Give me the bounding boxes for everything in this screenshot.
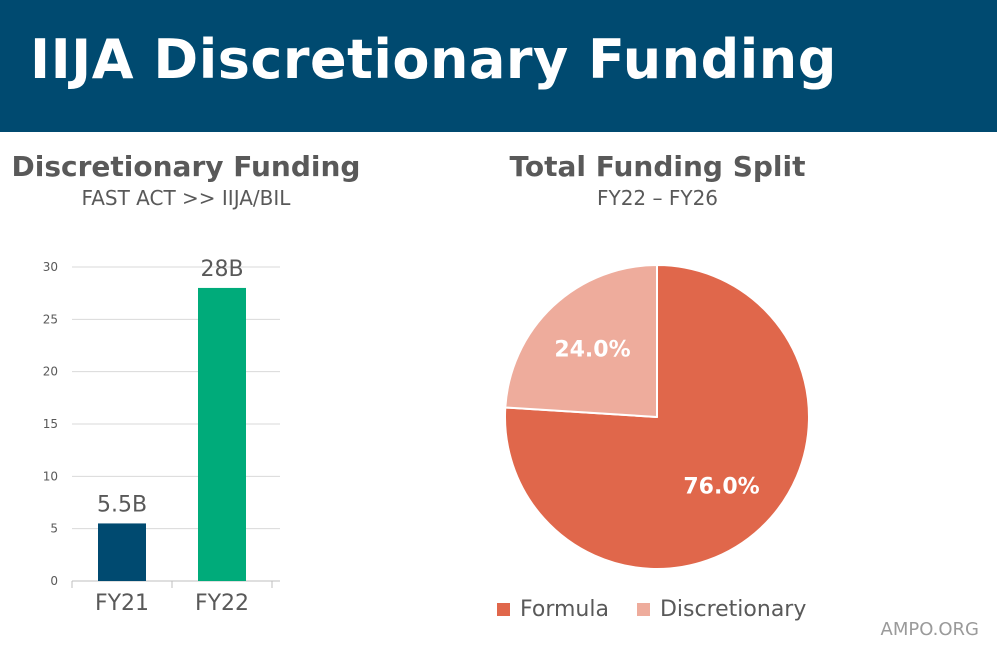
legend-label-formula: Formula	[520, 596, 609, 622]
legend-label-discretionary: Discretionary	[659, 596, 807, 622]
x-tick-label: FY21	[95, 591, 149, 616]
y-tick-label: 30	[43, 260, 58, 274]
bar-chart-subtitle: FAST ACT >> IIJA/BIL	[81, 186, 291, 210]
legend-swatch-formula	[497, 602, 510, 616]
x-tick-label: FY22	[195, 591, 249, 616]
y-tick-label: 5	[50, 522, 58, 536]
y-tick-label: 0	[50, 574, 58, 588]
y-tick-label: 20	[43, 365, 58, 379]
bar-fy21	[98, 523, 146, 581]
bar-data-label: 28B	[200, 257, 243, 282]
bar-fy22	[198, 287, 246, 581]
bar-data-label: 5.5B	[97, 492, 147, 517]
y-tick-label: 10	[43, 469, 58, 483]
y-tick-label: 25	[43, 312, 58, 326]
pie-legend: Formula Discretionary	[497, 592, 834, 626]
pie-data-label: 24.0%	[554, 337, 630, 362]
bar-chart-title: Discretionary Funding	[11, 150, 361, 183]
pie-chart-subtitle: FY22 – FY26	[596, 186, 719, 210]
pie-slice-discretionary	[504, 264, 658, 418]
pie-slice-formula	[504, 264, 810, 570]
legend-item-formula: Formula	[497, 597, 609, 622]
legend-item-discretionary: Discretionary	[636, 596, 807, 622]
page-title: IIJA Discretionary Funding	[30, 28, 837, 91]
y-tick-label: 15	[43, 417, 58, 431]
footer-brand: AMPO.ORG	[880, 619, 979, 640]
legend-swatch-discretionary	[636, 602, 650, 616]
pie-chart-title: Total Funding Split	[509, 150, 806, 183]
pie-data-label: 76.0%	[683, 475, 759, 500]
title-banner: IIJA Discretionary Funding	[0, 0, 997, 132]
